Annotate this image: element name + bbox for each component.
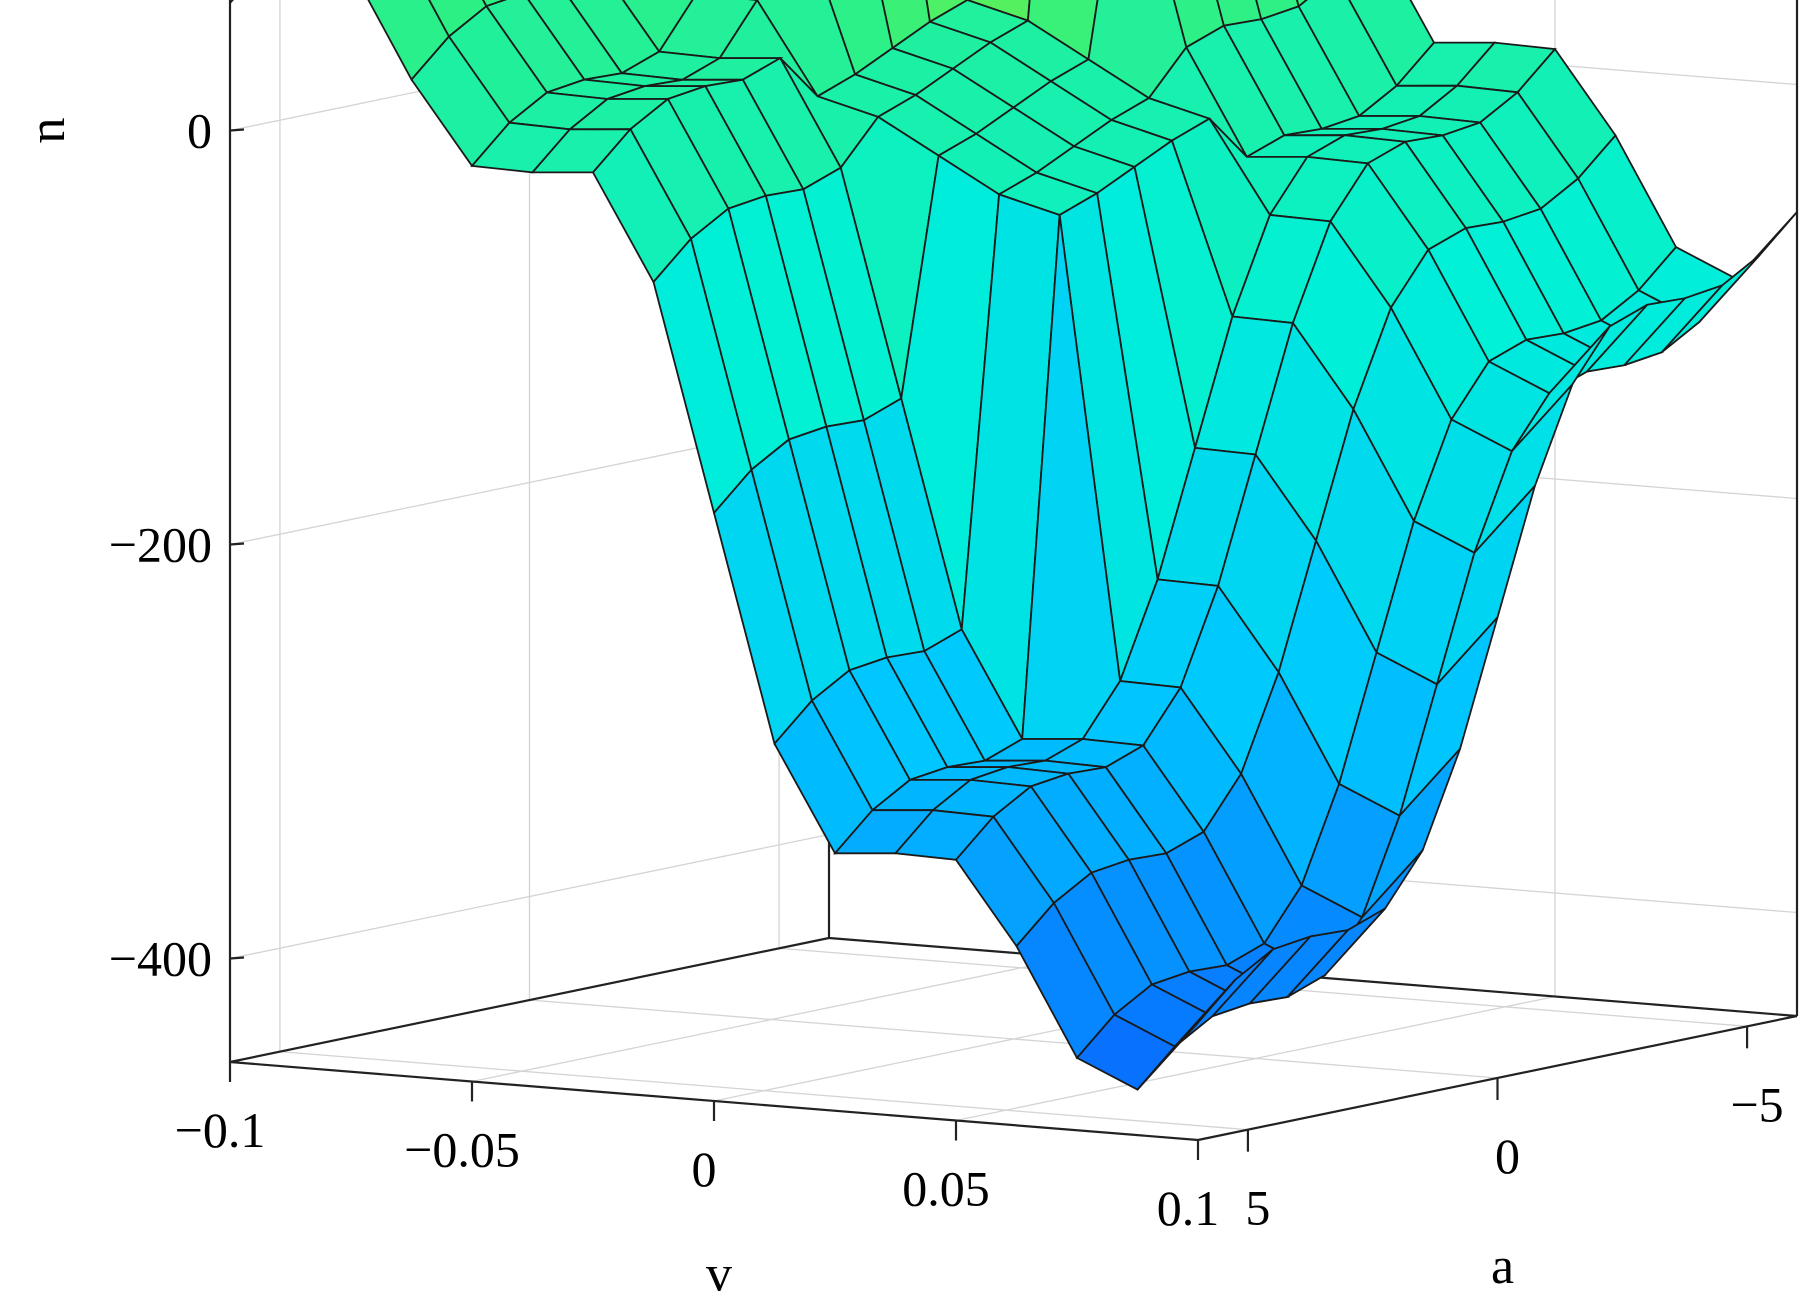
a-tick-label: −5 [1730, 1076, 1783, 1132]
u-tick-label: −400 [109, 931, 212, 987]
u-tick-label: −200 [109, 517, 212, 573]
v-tick-label: −0.05 [404, 1122, 520, 1178]
u-tick [230, 544, 244, 545]
v-tick-label: −0.1 [175, 1102, 266, 1158]
u-tick [230, 958, 244, 959]
a-tick-label: 5 [1245, 1180, 1270, 1236]
v-tick-label: 0.05 [902, 1161, 990, 1217]
a-tick-label: 0 [1495, 1128, 1520, 1184]
u-tick [230, 130, 244, 131]
a-axis-title: a [1491, 1238, 1514, 1291]
v-tick-label: 0 [692, 1141, 717, 1197]
v-axis-title: v [706, 1246, 732, 1291]
u-axis-title: u [28, 118, 85, 144]
v-tick-label: 0.1 [1157, 1180, 1220, 1236]
u-tick-label: 0 [187, 103, 212, 159]
surface-patch [230, 0, 328, 3]
